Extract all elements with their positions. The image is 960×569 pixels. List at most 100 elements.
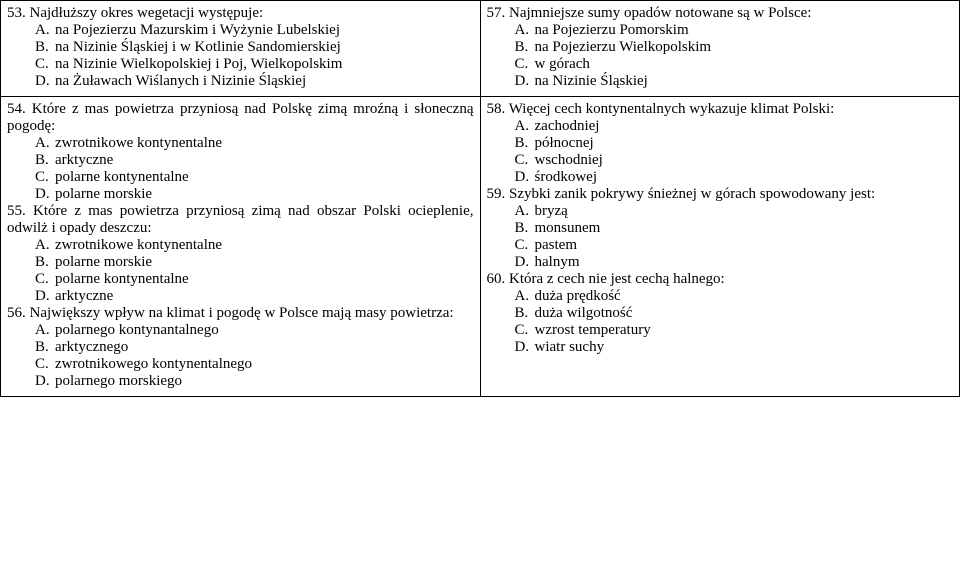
q54-opt-c: C.polarne kontynentalne xyxy=(35,169,474,186)
q60-num: 60. xyxy=(487,271,506,287)
opt-letter: C. xyxy=(35,56,55,73)
q55-num: 55. xyxy=(7,203,26,219)
opt-text: zwrotnikowe kontynentalne xyxy=(55,135,222,151)
q54-text: 54. Które z mas powietrza przyniosą nad … xyxy=(7,101,474,135)
q56-opt-c: C.zwrotnikowego kontynentalnego xyxy=(35,356,474,373)
opt-text: wschodniej xyxy=(535,152,603,168)
opt-letter: C. xyxy=(515,152,535,169)
q54-opt-a: A.zwrotnikowe kontynentalne xyxy=(35,135,474,152)
opt-text: północnej xyxy=(535,135,594,151)
opt-letter: B. xyxy=(35,254,55,271)
cell-q54-56: 54. Które z mas powietrza przyniosą nad … xyxy=(1,97,481,397)
q54-body: Które z mas powietrza przyniosą nad Pols… xyxy=(7,101,474,134)
q55-text: 55. Które z mas powietrza przyniosą zimą… xyxy=(7,203,474,237)
opt-letter: B. xyxy=(515,135,535,152)
q60-options: A.duża prędkość B.duża wilgotność C.wzro… xyxy=(487,288,954,356)
q58-opt-b: B.północnej xyxy=(515,135,954,152)
opt-letter: B. xyxy=(35,339,55,356)
opt-text: na Pojezierzu Pomorskim xyxy=(535,22,689,38)
q58-opt-c: C.wschodniej xyxy=(515,152,954,169)
opt-text: na Nizinie Wielkopolskiej i Poj, Wielkop… xyxy=(55,56,342,72)
opt-letter: D. xyxy=(515,169,535,186)
cell-q57: 57. Najmniejsze sumy opadów notowane są … xyxy=(480,1,960,97)
opt-letter: D. xyxy=(515,254,535,271)
opt-text: zwrotnikowe kontynentalne xyxy=(55,237,222,253)
q56-text: 56. Największy wpływ na klimat i pogodę … xyxy=(7,305,474,322)
q53-opt-d: D.na Żuławach Wiślanych i Nizinie Śląski… xyxy=(35,73,474,90)
opt-letter: D. xyxy=(515,339,535,356)
opt-text: pastem xyxy=(535,237,578,253)
q53-num: 53. xyxy=(7,5,26,21)
opt-text: arktyczne xyxy=(55,288,113,304)
q59-opt-a: A.bryzą xyxy=(515,203,954,220)
q57-num: 57. xyxy=(487,5,506,21)
cell-q58-60: 58. Więcej cech kontynentalnych wykazuje… xyxy=(480,97,960,397)
q53-opt-b: B.na Nizinie Śląskiej i w Kotlinie Sando… xyxy=(35,39,474,56)
q60-opt-c: C.wzrost temperatury xyxy=(515,322,954,339)
opt-letter: C. xyxy=(35,356,55,373)
opt-letter: C. xyxy=(35,271,55,288)
q53-options: A.na Pojezierzu Mazurskim i Wyżynie Lube… xyxy=(7,22,474,90)
opt-text: polarne kontynentalne xyxy=(55,169,189,185)
q54-num: 54. xyxy=(7,101,26,117)
q55-opt-a: A.zwrotnikowe kontynentalne xyxy=(35,237,474,254)
q57-options: A.na Pojezierzu Pomorskim B.na Pojezierz… xyxy=(487,22,954,90)
opt-letter: B. xyxy=(35,152,55,169)
q56-num: 56. xyxy=(7,305,26,321)
opt-letter: D. xyxy=(35,288,55,305)
row-2: 54. Które z mas powietrza przyniosą nad … xyxy=(1,97,960,397)
q60-opt-d: D.wiatr suchy xyxy=(515,339,954,356)
q58-text: 58. Więcej cech kontynentalnych wykazuje… xyxy=(487,101,954,118)
q60-opt-b: B.duża wilgotność xyxy=(515,305,954,322)
row-1: 53. Najdłuższy okres wegetacji występuje… xyxy=(1,1,960,97)
q60-body: Która z cech nie jest cechą halnego: xyxy=(509,271,725,287)
opt-text: polarne kontynentalne xyxy=(55,271,189,287)
opt-letter: C. xyxy=(515,322,535,339)
opt-letter: C. xyxy=(35,169,55,186)
opt-text: na Żuławach Wiślanych i Nizinie Śląskiej xyxy=(55,73,306,89)
q59-text: 59. Szybki zanik pokrywy śnieżnej w góra… xyxy=(487,186,954,203)
opt-letter: B. xyxy=(515,39,535,56)
q57-text: 57. Najmniejsze sumy opadów notowane są … xyxy=(487,5,954,22)
q57-opt-d: D.na Nizinie Śląskiej xyxy=(515,73,954,90)
q53-opt-a: A.na Pojezierzu Mazurskim i Wyżynie Lube… xyxy=(35,22,474,39)
opt-text: duża prędkość xyxy=(535,288,621,304)
q53-text: 53. Najdłuższy okres wegetacji występuje… xyxy=(7,5,474,22)
q59-opt-c: C.pastem xyxy=(515,237,954,254)
opt-text: wzrost temperatury xyxy=(535,322,651,338)
opt-letter: A. xyxy=(35,135,55,152)
q57-body: Najmniejsze sumy opadów notowane są w Po… xyxy=(509,5,811,21)
questions-table: 53. Najdłuższy okres wegetacji występuje… xyxy=(0,0,960,397)
q53-opt-c: C.na Nizinie Wielkopolskiej i Poj, Wielk… xyxy=(35,56,474,73)
q59-options: A.bryzą B.monsunem C.pastem D.halnym xyxy=(487,203,954,271)
cell-q53: 53. Najdłuższy okres wegetacji występuje… xyxy=(1,1,481,97)
q59-body: Szybki zanik pokrywy śnieżnej w górach s… xyxy=(509,186,875,202)
opt-text: w górach xyxy=(535,56,590,72)
q53-body: Najdłuższy okres wegetacji występuje: xyxy=(30,5,264,21)
opt-text: arktyczne xyxy=(55,152,113,168)
opt-letter: B. xyxy=(515,305,535,322)
opt-text: bryzą xyxy=(535,203,568,219)
q58-num: 58. xyxy=(487,101,506,117)
opt-text: arktycznego xyxy=(55,339,128,355)
q58-opt-a: A.zachodniej xyxy=(515,118,954,135)
opt-letter: B. xyxy=(515,220,535,237)
opt-letter: A. xyxy=(35,237,55,254)
q58-opt-d: D.środkowej xyxy=(515,169,954,186)
opt-text: polarnego kontynantalnego xyxy=(55,322,219,338)
opt-text: polarnego morskiego xyxy=(55,373,182,389)
q60-opt-a: A.duża prędkość xyxy=(515,288,954,305)
opt-text: wiatr suchy xyxy=(535,339,605,355)
q59-opt-d: D.halnym xyxy=(515,254,954,271)
opt-letter: A. xyxy=(35,322,55,339)
opt-text: zwrotnikowego kontynentalnego xyxy=(55,356,252,372)
q56-body: Największy wpływ na klimat i pogodę w Po… xyxy=(30,305,454,321)
q59-num: 59. xyxy=(487,186,506,202)
opt-text: na Pojezierzu Wielkopolskim xyxy=(535,39,712,55)
q60-text: 60. Która z cech nie jest cechą halnego: xyxy=(487,271,954,288)
q55-options: A.zwrotnikowe kontynentalne B.polarne mo… xyxy=(7,237,474,305)
opt-letter: D. xyxy=(515,73,535,90)
opt-letter: C. xyxy=(515,237,535,254)
opt-text: halnym xyxy=(535,254,580,270)
q58-options: A.zachodniej B.północnej C.wschodniej D.… xyxy=(487,118,954,186)
